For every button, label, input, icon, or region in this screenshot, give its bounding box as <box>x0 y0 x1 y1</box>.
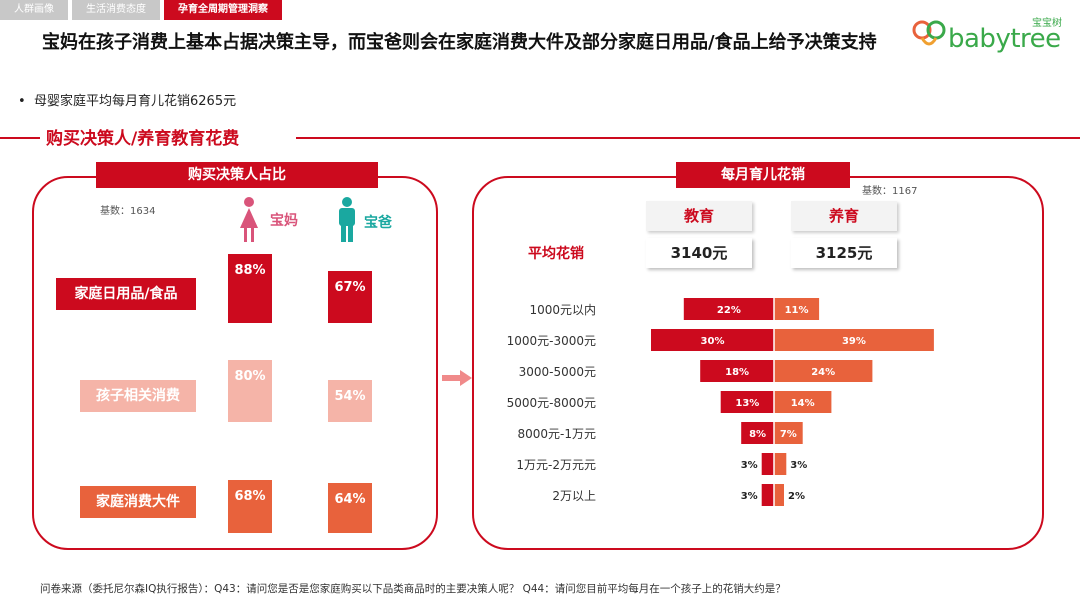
mom-label: 宝妈 <box>270 213 298 229</box>
page-headline: 宝妈在孩子消费上基本占据决策主导，而宝爸则会在家庭消费大件及部分家庭日用品/食品… <box>42 32 877 53</box>
spend-value-label: 3% <box>790 460 807 471</box>
category-label: 孩子相关消费 <box>80 380 196 412</box>
spend-value-label: 3% <box>741 491 758 502</box>
education-bar <box>761 484 774 506</box>
spend-value-label: 13% <box>735 398 759 409</box>
upbringing-bar <box>774 360 873 382</box>
education-bar <box>683 298 774 320</box>
spend-value-label: 39% <box>842 336 866 347</box>
upbringing-bar <box>774 391 832 413</box>
avg-spend-label: 平均花销 <box>528 246 584 262</box>
bullet-text: 母婴家庭平均每月育儿花销6265元 <box>34 94 237 109</box>
spend-value-label: 8% <box>749 429 766 440</box>
female-icon <box>240 197 258 242</box>
education-bar <box>761 453 774 475</box>
decision-bar: 88% <box>228 254 272 323</box>
spend-value-label: 14% <box>791 398 815 409</box>
upbringing-bar <box>774 329 934 351</box>
category-label: 家庭消费大件 <box>80 486 196 518</box>
section-divider-right <box>296 137 1080 139</box>
tab-persona[interactable]: 人群画像 <box>0 0 68 20</box>
section-title: 购买决策人/养育教育花费 <box>46 129 240 149</box>
monthly-spend-chart: 1000元以内 22% 11% 1000元-3000元 30% 39% 3000-5000元… <box>507 294 934 515</box>
spend-value-label: 22% <box>717 305 741 316</box>
dad-label: 宝爸 <box>364 215 392 231</box>
upbringing-bar <box>774 453 787 475</box>
spend-value-label: 30% <box>701 336 725 347</box>
education-bar <box>651 329 774 351</box>
col-upbringing: 养育 <box>791 201 897 231</box>
spend-range-label: 3000-5000元 <box>519 365 596 379</box>
education-bar <box>720 391 774 413</box>
logo-text: babytree <box>948 24 1061 54</box>
decision-bar: 67% <box>328 271 372 323</box>
decision-bar: 54% <box>328 380 372 422</box>
spend-value-label: 7% <box>780 429 797 440</box>
upbringing-bar <box>774 422 803 444</box>
arrow-right-icon <box>442 370 472 386</box>
spend-value-label: 18% <box>725 367 749 378</box>
spend-value-label: 11% <box>785 305 809 316</box>
section-divider-left <box>0 137 40 139</box>
category-label: 家庭日用品/食品 <box>56 278 196 310</box>
decision-bar: 64% <box>328 483 372 533</box>
decision-maker-header: 购买决策人占比 <box>96 162 378 188</box>
footer-source-note: 问卷来源（委托尼尔森IQ执行报告）：Q43：请问您是否是您家庭购买以下品类商品时… <box>40 583 786 595</box>
spend-range-label: 8000元-1万元 <box>517 427 596 441</box>
spend-range-label: 1万元-2万元元 <box>516 458 596 472</box>
spend-value-label: 2% <box>788 491 805 502</box>
avg-education-value: 3140元 <box>646 238 752 268</box>
top-tabs: 人群画像 生活消费态度 孕育全周期管理洞察 <box>0 0 286 20</box>
spend-range-label: 1000元以内 <box>529 303 596 317</box>
spend-value-label: 3% <box>741 460 758 471</box>
logo-subtext: 宝宝树 <box>1032 18 1062 29</box>
upbringing-bar <box>774 298 820 320</box>
tab-lifestyle[interactable]: 生活消费态度 <box>72 0 160 20</box>
monthly-spend-header: 每月育儿花销 <box>676 162 850 188</box>
right-base-count: 基数：1167 <box>862 186 918 197</box>
tab-pregnancy-insight[interactable]: 孕育全周期管理洞察 <box>164 0 282 20</box>
spend-range-label: 5000元-8000元 <box>507 396 596 410</box>
education-bar <box>741 422 774 444</box>
spend-value-label: 24% <box>811 367 835 378</box>
upbringing-bar <box>774 484 784 506</box>
babytree-logo: babytree 宝宝树 <box>912 14 1062 56</box>
col-education: 教育 <box>646 201 752 231</box>
bullet-summary: • 母婴家庭平均每月育儿花销6265元 <box>18 94 237 109</box>
spend-range-label: 1000元-3000元 <box>507 334 596 348</box>
education-bar <box>700 360 774 382</box>
decision-bar: 68% <box>228 480 272 533</box>
decision-bar: 80% <box>228 360 272 422</box>
logo-mark-icon <box>912 20 946 46</box>
male-icon <box>339 197 355 242</box>
spend-range-label: 2万以上 <box>552 489 596 503</box>
avg-upbringing-value: 3125元 <box>791 238 897 268</box>
left-base-count: 基数：1634 <box>100 206 156 217</box>
